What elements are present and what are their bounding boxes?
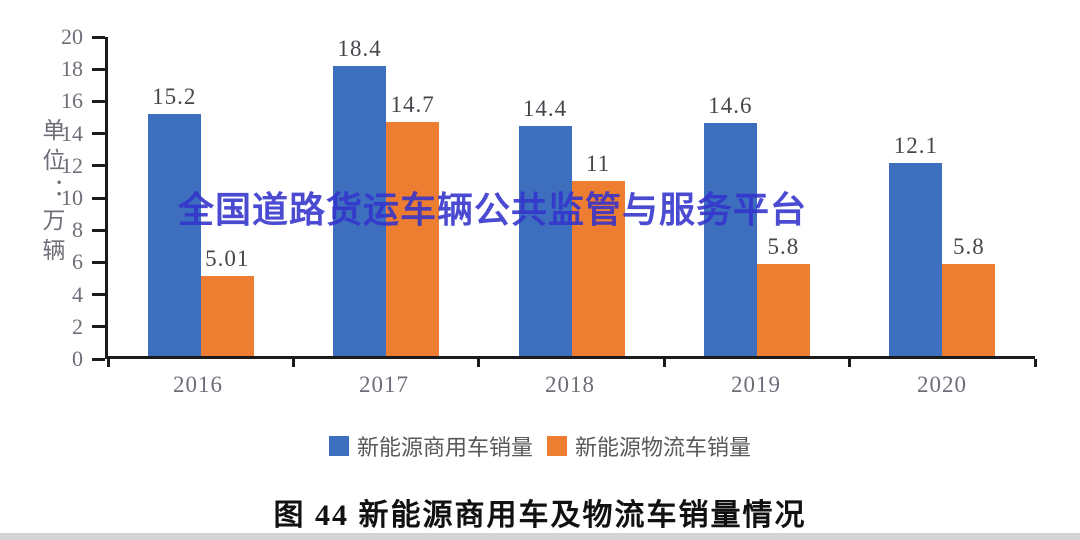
x-tick-mark xyxy=(848,359,852,367)
y-tick-mark xyxy=(92,325,105,329)
y-tick-label: 20 xyxy=(61,24,83,49)
legend-label: 新能源商用车销量 xyxy=(356,435,533,460)
bar-wrap: 14.7 xyxy=(386,37,440,356)
bar-value-label: 15.2 xyxy=(152,83,197,109)
x-category-label: 2019 xyxy=(731,372,781,397)
x-tick-mark xyxy=(477,359,481,367)
bar-group-2018: 14.4 11 xyxy=(479,37,664,356)
bar-value-label: 5.01 xyxy=(205,246,250,272)
y-tick-label: 10 xyxy=(61,185,83,210)
y-tick-mark xyxy=(92,260,105,264)
legend-item: 新能源商用车销量 xyxy=(328,430,533,462)
y-tick-mark xyxy=(92,132,105,136)
bar-value-label: 12.1 xyxy=(893,133,938,159)
page-bottom-divider xyxy=(0,533,1080,540)
bar-group-2019: 14.6 5.8 xyxy=(664,37,849,356)
bar xyxy=(147,113,201,356)
bar xyxy=(756,263,810,356)
y-tick-label: 6 xyxy=(72,249,83,275)
y-tick-mark xyxy=(92,35,105,39)
bar-wrap: 14.6 xyxy=(703,37,757,356)
y-tick-label: 16 xyxy=(61,88,83,114)
y-tick-label: 8 xyxy=(72,217,83,243)
bar-wrap: 12.1 xyxy=(889,37,943,356)
bar xyxy=(333,66,387,356)
legend-item: 新能源物流车销量 xyxy=(547,430,751,462)
x-tick-mark xyxy=(662,359,666,367)
bar-wrap: 5.8 xyxy=(756,37,810,356)
bar-wrap: 18.4 xyxy=(333,36,387,356)
bar-wrap: 11 xyxy=(571,37,625,356)
watermark-text: 全国道路货运车辆公共监管与服务平台 xyxy=(178,189,808,230)
bar-wrap: 5.8 xyxy=(942,37,996,356)
x-axis-labels: 2016 2017 2018 2019 2020 xyxy=(105,372,1035,398)
bar xyxy=(518,126,572,356)
bar-group-2016: 15.2 5.01 xyxy=(108,37,293,356)
bar-group-2017: 18.4 14.7 xyxy=(293,37,478,356)
bar-value-label: 14.4 xyxy=(522,96,568,122)
bar xyxy=(942,263,996,356)
x-category-label: 2017 xyxy=(359,372,409,397)
legend-swatch xyxy=(547,436,567,456)
x-tick-mark xyxy=(1033,359,1037,367)
x-category-label: 2018 xyxy=(545,372,595,397)
x-category-label: 2020 xyxy=(917,372,967,397)
bar-value-label: 5.8 xyxy=(767,233,800,259)
y-tick-label: 12 xyxy=(61,152,83,178)
y-axis: 0 2 4 6 8 10 12 14 16 18 20 xyxy=(0,26,105,370)
y-tick-mark xyxy=(92,293,105,297)
y-tick-mark xyxy=(92,164,105,168)
y-tick-mark xyxy=(92,196,105,200)
bar-wrap: 15.2 xyxy=(147,37,201,356)
plot-area: 15.2 5.01 18.4 14.7 14.4 11 14.6 5.8 12.1 5.8 xyxy=(105,37,1037,367)
bar-value-label: 18.4 xyxy=(337,36,382,61)
y-tick-label: 2 xyxy=(72,313,83,339)
bar xyxy=(889,163,943,356)
y-axis-unit-label: 单位：万辆 xyxy=(39,118,64,268)
bar-groups: 15.2 5.01 18.4 14.7 14.4 11 14.6 5.8 12.1 5.8 xyxy=(108,37,1035,356)
y-tick-label: 18 xyxy=(61,56,83,82)
x-tick-mark xyxy=(291,359,295,367)
legend-swatch xyxy=(328,436,349,456)
bar xyxy=(703,123,757,356)
bar-group-2020: 12.1 5.8 xyxy=(850,37,1035,356)
bar xyxy=(386,121,440,356)
figure-caption: 图 44 新能源商用车及物流车销量情况 xyxy=(273,499,807,532)
bar-wrap: 5.01 xyxy=(200,37,254,356)
y-tick-mark xyxy=(92,357,105,361)
y-tick-mark xyxy=(92,228,105,232)
legend: 新能源商用车销量 新能源物流车销量 xyxy=(0,430,1080,462)
x-category-label: 2016 xyxy=(173,372,223,397)
bar xyxy=(200,276,254,356)
x-tick-mark xyxy=(106,359,110,367)
y-tick-label: 0 xyxy=(72,346,83,371)
bar-wrap: 14.4 xyxy=(518,37,572,356)
bar-value-label: 11 xyxy=(585,150,611,176)
bar-value-label: 14.6 xyxy=(708,93,753,119)
bar xyxy=(571,180,625,356)
y-tick-mark xyxy=(92,99,105,103)
y-tick-label: 14 xyxy=(61,120,83,146)
y-tick-label: 4 xyxy=(72,281,83,307)
bar-value-label: 5.8 xyxy=(952,233,985,259)
legend-label: 新能源物流车销量 xyxy=(575,435,752,460)
bar-value-label: 14.7 xyxy=(390,91,435,117)
y-tick-mark xyxy=(92,67,105,71)
